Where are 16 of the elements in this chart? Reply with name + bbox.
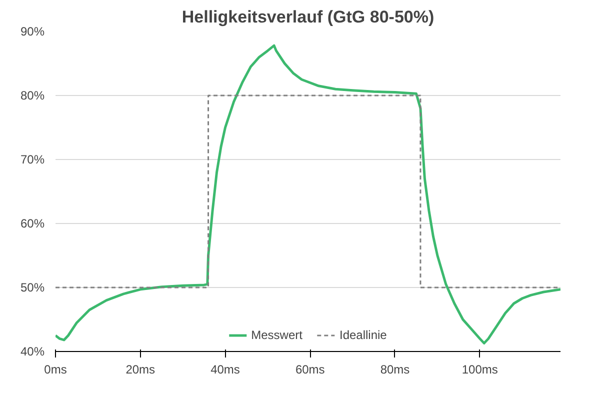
legend-label: Ideallinie xyxy=(339,328,387,342)
legend-label: Messwert xyxy=(251,328,302,342)
line-series xyxy=(56,44,560,344)
x-tick-label: 20ms xyxy=(126,362,156,376)
x-tick-label: 40ms xyxy=(210,362,240,376)
x-tick-label: 100ms xyxy=(462,362,498,376)
y-tick-label: 50% xyxy=(20,280,45,294)
chart-title: Helligkeitsverlauf (GtG 80-50%) xyxy=(182,8,434,26)
x-tick-label: 80ms xyxy=(380,362,410,376)
y-tick-label: 40% xyxy=(20,344,45,358)
y-tick-label: 70% xyxy=(20,152,45,166)
x-tick-label: 60ms xyxy=(295,362,325,376)
y-tick-label: 80% xyxy=(20,88,45,102)
y-tick-label: 90% xyxy=(20,24,45,38)
x-tick-label: 0ms xyxy=(44,362,67,376)
y-tick-label: 60% xyxy=(20,216,45,230)
